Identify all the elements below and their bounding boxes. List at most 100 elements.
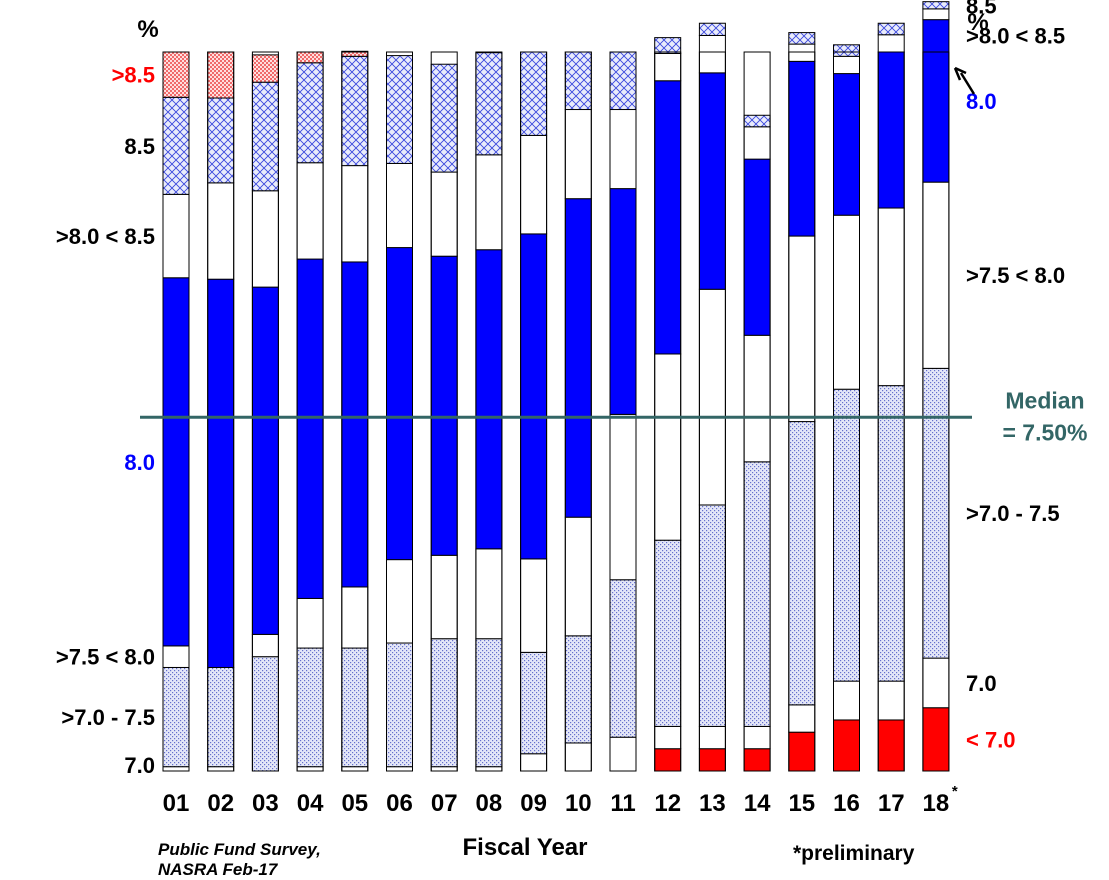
bar-segment-70to75 bbox=[520, 651, 548, 755]
bar-segment-70to75 bbox=[386, 642, 413, 768]
bar-segment-80to85 bbox=[833, 55, 860, 75]
bar-segment-eq80 bbox=[743, 158, 771, 336]
bar-segment-lt70 bbox=[922, 707, 950, 772]
x-tick-label: 05 bbox=[341, 790, 368, 817]
left-band-label: >8.0 < 8.5 bbox=[56, 224, 155, 249]
bar-segment-70to75 bbox=[564, 635, 592, 744]
bar-segment-gt85 bbox=[162, 51, 190, 98]
bar-segment-eq85 bbox=[475, 52, 503, 156]
right-band-label: 8.0 bbox=[966, 89, 997, 114]
bar-segment-eq85 bbox=[296, 62, 324, 164]
bar-segment-80to85 bbox=[207, 182, 235, 280]
left-band-label: >7.5 < 8.0 bbox=[56, 645, 155, 670]
bar-stack bbox=[386, 51, 413, 772]
bar-segment-80to85 bbox=[341, 165, 369, 263]
bar-segment-eq80 bbox=[207, 278, 235, 668]
x-tick-label: 09 bbox=[520, 790, 547, 817]
bar-stack bbox=[564, 51, 592, 772]
bar-segment-70to75 bbox=[877, 385, 905, 682]
bar-segment-lt70 bbox=[654, 748, 682, 772]
bar-outline bbox=[251, 51, 279, 772]
bar-segment-eq85 bbox=[162, 96, 190, 195]
bar-segment-75to80 bbox=[430, 554, 458, 640]
bar-segment-eq85 bbox=[251, 81, 279, 192]
x-tick-label: 18 bbox=[923, 790, 950, 817]
right-band-label: < 7.0 bbox=[966, 727, 1016, 752]
bar-segment-80to85 bbox=[654, 52, 682, 82]
bar-segment-gt85 bbox=[296, 51, 324, 64]
bar-segment-75to80 bbox=[877, 207, 905, 387]
bar-segment-eq80 bbox=[698, 72, 726, 290]
bar-segment-75to80 bbox=[609, 413, 637, 581]
x-tick-label: 08 bbox=[476, 790, 503, 817]
bar-segment-80to85 bbox=[386, 162, 413, 249]
bar-segment-eq80 bbox=[609, 188, 637, 415]
bar-segment-70to75 bbox=[609, 579, 637, 738]
bar-segment-80to85 bbox=[922, 8, 950, 21]
bar-segment-80to85 bbox=[296, 162, 324, 260]
bar-stack bbox=[743, 51, 771, 772]
x-tick-label: 07 bbox=[431, 790, 458, 817]
bar-segment-75to80 bbox=[520, 558, 548, 653]
bar-segment-eq70 bbox=[341, 766, 369, 772]
bar-segment-eq80 bbox=[922, 19, 950, 183]
bar-segment-eq80 bbox=[475, 249, 503, 550]
x-tick-label: 11 bbox=[610, 790, 635, 817]
bar-segment-eq80 bbox=[386, 247, 413, 561]
bar-segment-lt70 bbox=[877, 719, 905, 772]
right-band-label: 8.5 bbox=[966, 0, 997, 18]
bar-segment-eq70 bbox=[430, 766, 458, 772]
bar-stack bbox=[788, 32, 816, 772]
bar-segment-75to80 bbox=[162, 645, 190, 668]
bar-segment-75to80 bbox=[296, 597, 324, 649]
bar-segment-75to80 bbox=[654, 353, 682, 541]
bar-segment-eq70 bbox=[877, 680, 905, 721]
bar-stack bbox=[162, 51, 190, 772]
bar-segment-eq85 bbox=[564, 51, 592, 111]
bar-segment-eq85 bbox=[654, 37, 682, 54]
bar-segment-lt70 bbox=[698, 748, 726, 772]
bar-segment-eq80 bbox=[520, 233, 548, 560]
bar-outline bbox=[833, 51, 860, 772]
bar-segment-eq70 bbox=[833, 680, 860, 721]
source-line-2: NASRA Feb-17 bbox=[158, 860, 279, 879]
bar-outline bbox=[520, 51, 548, 772]
bar-outline bbox=[609, 51, 637, 772]
right-band-label: >8.0 < 8.5 bbox=[966, 23, 1065, 48]
bar-segment-80to85 bbox=[788, 43, 816, 62]
left-band-label: 8.0 bbox=[124, 450, 155, 475]
bar-outline bbox=[341, 51, 369, 772]
bar-segment-80to85 bbox=[475, 154, 503, 251]
bar-segment-lt70 bbox=[788, 731, 816, 772]
x-tick-label: 06 bbox=[386, 790, 413, 817]
x-tick-marker: * bbox=[952, 783, 958, 800]
bar-outline bbox=[296, 51, 324, 772]
left-band-label: >7.0 - 7.5 bbox=[61, 705, 155, 730]
bar-segment-80to85 bbox=[743, 126, 771, 160]
x-tick-label: 02 bbox=[207, 790, 234, 817]
bar-segment-80to85 bbox=[877, 34, 905, 53]
bar-stack bbox=[833, 44, 860, 772]
bar-segment-eq70 bbox=[162, 766, 190, 772]
bar-segment-eq80 bbox=[788, 60, 816, 237]
bar-outline bbox=[698, 51, 726, 772]
bar-segment-75to80 bbox=[475, 548, 503, 640]
bar-stack bbox=[341, 50, 369, 772]
bar-segment-eq70 bbox=[922, 657, 950, 709]
right-axis-unit: % bbox=[967, 9, 988, 36]
bar-outline bbox=[654, 51, 682, 772]
x-axis-title: Fiscal Year bbox=[463, 834, 588, 861]
bar-segment-eq70 bbox=[788, 704, 816, 733]
bar-segment-eq70 bbox=[520, 753, 548, 772]
bar-outline bbox=[564, 51, 592, 772]
bar-stack bbox=[475, 51, 503, 772]
bar-stack bbox=[922, 1, 950, 772]
bar-stack bbox=[654, 37, 682, 772]
bar-segment-70to75 bbox=[743, 461, 771, 727]
x-tick-label: 10 bbox=[565, 790, 592, 817]
bar-segment-eq85 bbox=[743, 114, 771, 128]
median-layer: Median = 7.50% bbox=[140, 387, 1088, 445]
bar-segment-75to80 bbox=[341, 586, 369, 649]
left-axis-unit: % bbox=[137, 16, 158, 43]
